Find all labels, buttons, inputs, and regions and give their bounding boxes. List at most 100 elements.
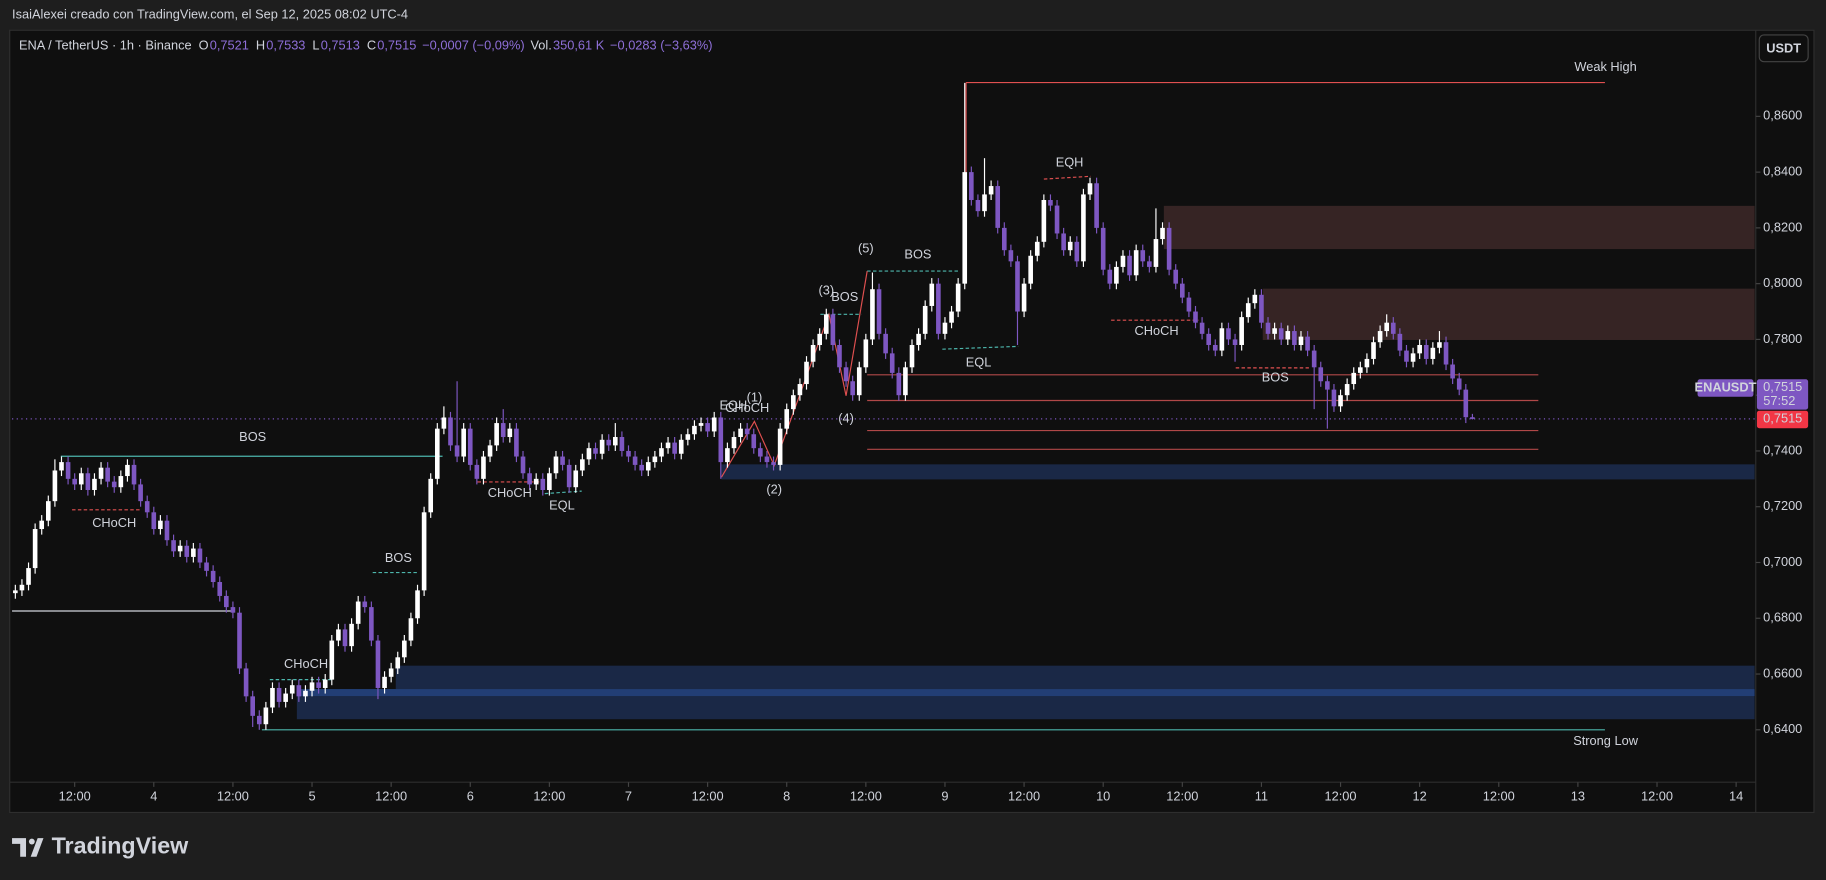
candle-body	[448, 417, 453, 446]
candle-body	[184, 545, 190, 557]
candle-body	[1232, 339, 1238, 345]
candle-body	[810, 344, 816, 362]
candle-body	[1067, 241, 1073, 251]
candle-body	[645, 462, 651, 471]
candle-body	[593, 448, 598, 454]
x-tick-label: 12:00	[1325, 789, 1357, 804]
y-tick-label: 0,7400	[1763, 442, 1802, 457]
y-tick-label: 0,8200	[1763, 219, 1802, 234]
candle-body	[1384, 322, 1390, 332]
candle-body	[1160, 227, 1165, 240]
candle-body	[85, 473, 91, 490]
candle-body	[863, 339, 869, 368]
candle-body	[870, 289, 875, 340]
candle-body	[797, 384, 803, 396]
x-tick-label: 7	[625, 789, 632, 804]
candle-body	[791, 395, 796, 410]
candle-body	[144, 501, 150, 513]
candle-body	[955, 283, 961, 312]
x-tick-label: 10	[1096, 789, 1110, 804]
candle-body	[1278, 328, 1284, 340]
structure-label: EQH	[1056, 154, 1084, 169]
candle-body	[1265, 322, 1271, 334]
candle-body	[263, 707, 269, 725]
y-tick-label: 0,7200	[1763, 498, 1802, 513]
candle-body	[138, 484, 143, 502]
candle-body	[1153, 239, 1159, 267]
candle-body	[1371, 342, 1376, 359]
candle-body	[224, 595, 229, 608]
candle-body	[909, 344, 915, 368]
candle-body	[580, 459, 585, 471]
candle-body	[1311, 350, 1317, 368]
candle-body	[1087, 183, 1093, 195]
candle-body	[395, 657, 401, 669]
legend-item: C	[367, 38, 376, 53]
wave-label: (1)	[747, 389, 763, 404]
candle-body	[1219, 328, 1225, 351]
candle-body	[586, 448, 592, 460]
candle-body	[672, 442, 677, 454]
candle-body	[547, 473, 552, 490]
candle-body	[375, 640, 381, 688]
candle-body	[1094, 183, 1099, 228]
candle-body	[197, 548, 203, 563]
candle-body	[32, 529, 38, 569]
candle-body	[903, 367, 908, 396]
candle-body	[467, 428, 473, 465]
candle-body	[1456, 378, 1462, 390]
candle-body	[1107, 269, 1113, 284]
candle-body	[652, 456, 658, 463]
candle-body	[553, 456, 559, 474]
currency-button[interactable]	[1758, 34, 1809, 63]
candle-body	[217, 582, 223, 596]
candle-body	[507, 428, 513, 438]
candle-body	[388, 668, 394, 677]
candle-body	[111, 481, 117, 488]
candle-body	[540, 478, 546, 490]
candle-body	[599, 439, 605, 454]
legend-item: ENA / TetherUS · 1h · Binance	[19, 38, 192, 53]
candle-body	[784, 409, 790, 429]
candle-body	[1463, 389, 1469, 418]
candle-body	[1292, 331, 1297, 345]
candle-body	[1199, 322, 1205, 334]
candle-body	[92, 478, 97, 490]
candle-body	[355, 601, 361, 624]
candle-body	[573, 470, 579, 488]
candle-body	[936, 283, 941, 334]
candle-body	[520, 456, 526, 474]
x-tick-label: 12	[1413, 789, 1427, 804]
candle-body	[329, 640, 335, 680]
structure-label: BOS	[831, 289, 858, 304]
zone	[1163, 205, 1755, 250]
candle-body	[461, 428, 466, 457]
symbol-price-tag: 0,7515	[1763, 379, 1802, 394]
candle-body	[309, 682, 315, 691]
structure-label: CHoCH	[92, 515, 136, 530]
candle-body	[922, 305, 928, 334]
candle-body	[962, 172, 968, 284]
candle-body	[751, 434, 757, 449]
candle-body	[1041, 199, 1047, 242]
candle-body	[454, 445, 460, 457]
zone	[395, 665, 1755, 690]
candle-body	[1034, 241, 1040, 256]
candle-body	[916, 333, 921, 345]
candle-body	[434, 428, 440, 479]
header-text: IsaiAlexei creado con TradingView.com, e…	[12, 7, 408, 22]
wave-label: (4)	[838, 410, 854, 425]
currency-button-label[interactable]: USDT	[1766, 40, 1801, 55]
candle-body	[1417, 344, 1422, 354]
candle-body	[59, 462, 64, 471]
candle-body	[441, 417, 447, 429]
candle-body	[1180, 283, 1185, 298]
candle-body	[823, 314, 829, 334]
candle-body	[1127, 255, 1132, 276]
logo-text: TradingView	[52, 833, 190, 859]
candle-body	[982, 194, 987, 212]
legend-item: L	[312, 38, 319, 53]
legend-item: H	[256, 38, 265, 53]
legend-item: 0,7515	[377, 38, 416, 53]
